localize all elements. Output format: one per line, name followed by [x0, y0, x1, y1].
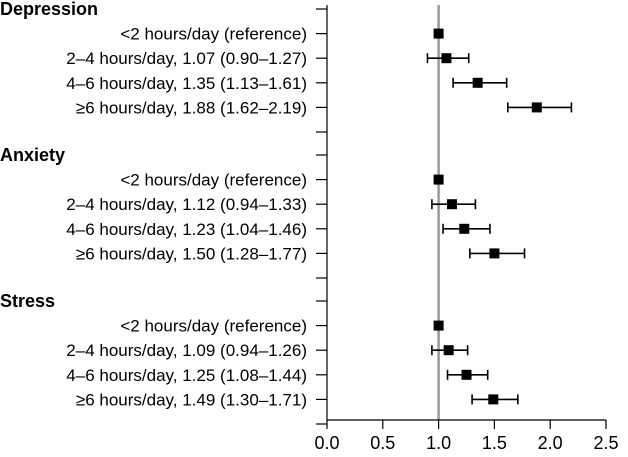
or-marker [446, 199, 457, 210]
x-tick-label: 2.5 [593, 433, 618, 453]
or-marker [433, 320, 444, 331]
x-tick-label: 2.0 [538, 433, 563, 453]
row-label: <2 hours/day (reference) [120, 25, 307, 44]
x-tick-label: 0.0 [314, 433, 339, 453]
group-title-anxiety: Anxiety [0, 145, 65, 165]
row-label: 2–4 hours/day, 1.07 (0.90–1.27) [66, 49, 307, 68]
row-label: 4–6 hours/day, 1.25 (1.08–1.44) [66, 366, 307, 385]
or-marker [459, 223, 470, 234]
row-label: ≥6 hours/day, 1.49 (1.30–1.71) [76, 390, 307, 409]
or-marker [488, 394, 499, 405]
row-label: 4–6 hours/day, 1.23 (1.04–1.46) [66, 220, 307, 239]
or-marker [489, 248, 500, 259]
x-tick-label: 1.0 [426, 433, 451, 453]
group-title-stress: Stress [0, 291, 55, 311]
group-title-depression: Depression [0, 0, 98, 19]
x-tick-label: 1.5 [482, 433, 507, 453]
or-marker [472, 77, 483, 88]
or-marker [441, 53, 452, 64]
row-label: ≥6 hours/day, 1.50 (1.28–1.77) [76, 244, 307, 263]
row-label: <2 hours/day (reference) [120, 171, 307, 190]
row-label: ≥6 hours/day, 1.88 (1.62–2.19) [76, 98, 307, 117]
or-marker [461, 369, 472, 380]
row-label: 4–6 hours/day, 1.35 (1.13–1.61) [66, 74, 307, 93]
or-marker [443, 345, 454, 356]
row-label: 2–4 hours/day, 1.12 (0.94–1.33) [66, 195, 307, 214]
or-marker [531, 102, 542, 113]
row-label: <2 hours/day (reference) [120, 317, 307, 336]
x-tick-label: 0.5 [370, 433, 395, 453]
or-marker [433, 174, 444, 185]
or-marker [433, 28, 444, 39]
row-label: 2–4 hours/day, 1.09 (0.94–1.26) [66, 341, 307, 360]
